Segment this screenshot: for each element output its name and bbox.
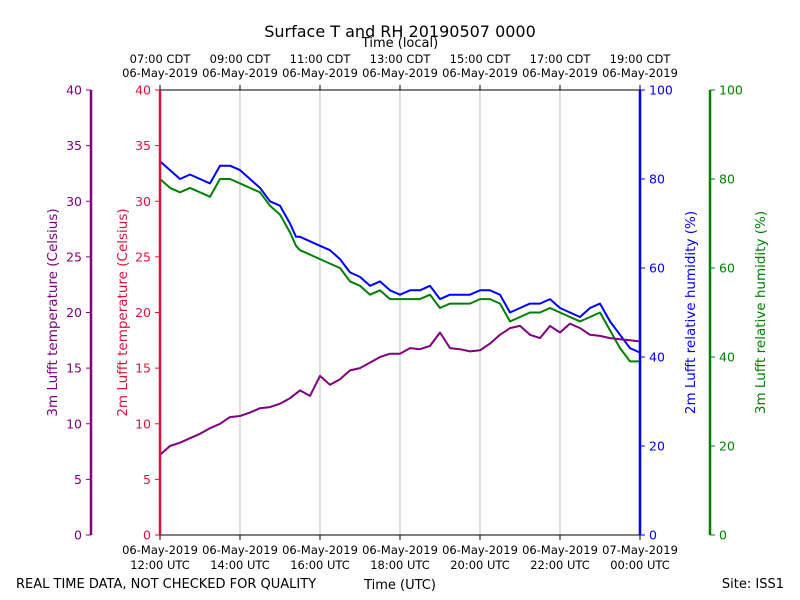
y-tick-label-t2m: 0	[143, 528, 151, 543]
site-label: Site: ISS1	[722, 577, 784, 592]
chart-title: Surface T and RH 20190507 0000	[264, 22, 536, 41]
x-axis-label: Time (UTC)	[363, 578, 436, 593]
y-tick-label-t2m: 5	[143, 472, 151, 487]
x-tick-date-bottom: 06-May-2019	[442, 543, 518, 557]
y-tick-label-rh3m: 20	[719, 439, 735, 454]
y-tick-label-t3m: 20	[66, 305, 82, 320]
x-tick-date-top: 06-May-2019	[362, 66, 438, 80]
y-axis-label-t2m: 2m Lufft temperature (Celsius)	[115, 208, 131, 416]
y-tick-label-rh2m: 60	[649, 261, 665, 276]
y-tick-label-t3m: 0	[74, 528, 82, 543]
x-tick-time-top: 15:00 CDT	[450, 52, 512, 66]
x-tick-date-top: 06-May-2019	[442, 66, 518, 80]
y-axis-label-t3m: 3m Lufft temperature (Celsius)	[45, 208, 61, 416]
y-tick-label-t2m: 20	[135, 305, 151, 320]
series-line-rh2m	[159, 160, 641, 354]
y-tick-label-t3m: 15	[66, 361, 82, 376]
series-lines	[159, 160, 641, 456]
y-tick-label-rh2m: 80	[649, 172, 665, 187]
y-tick-label-t3m: 25	[66, 249, 82, 264]
y-tick-label-t2m: 10	[135, 416, 151, 431]
top-axis-label: Time (local)	[361, 36, 438, 51]
x-tick-date-bottom: 06-May-2019	[282, 543, 358, 557]
x-tick-time-top: 19:00 CDT	[610, 52, 672, 66]
y-tick-label-rh2m: 40	[649, 350, 665, 365]
y-tick-label-t3m: 5	[74, 472, 82, 487]
y-tick-label-t2m: 25	[135, 249, 151, 264]
y-tick-label-rh3m: 60	[719, 261, 735, 276]
x-tick-date-bottom: 07-May-2019	[602, 543, 678, 557]
x-tick-date-bottom: 06-May-2019	[202, 543, 278, 557]
y-tick-label-rh3m: 0	[719, 528, 727, 543]
y-tick-label-t3m: 10	[66, 416, 82, 431]
x-tick-time-bottom: 18:00 UTC	[370, 558, 430, 572]
x-tick-time-top: 17:00 CDT	[530, 52, 592, 66]
y-tick-label-rh3m: 40	[719, 350, 735, 365]
y-tick-label-rh2m: 100	[649, 83, 673, 98]
x-tick-time-bottom: 16:00 UTC	[290, 558, 350, 572]
x-tick-time-top: 13:00 CDT	[370, 52, 432, 66]
x-tick-date-top: 06-May-2019	[282, 66, 358, 80]
y-tick-label-rh3m: 100	[719, 83, 743, 98]
y-tick-label-t2m: 30	[135, 194, 151, 209]
series-line-rh3m	[159, 178, 640, 363]
y-axis-t3m: 0 5 10 15 20 25 30 35 40 3m Lufft temperature (Ce…	[45, 83, 93, 543]
x-tick-date-bottom: 06-May-2019	[122, 543, 198, 557]
x-tick-time-bottom: 20:00 UTC	[450, 558, 510, 572]
x-tick-date-top: 06-May-2019	[122, 66, 198, 80]
y-tick-label-t3m: 40	[66, 83, 82, 98]
y-tick-label-t2m: 15	[135, 361, 151, 376]
y-axis-t2m: 0 5 10 15 20 25 30 35 40 2m Lufft temperature (Ce…	[115, 83, 162, 543]
x-tick-date-bottom: 06-May-2019	[522, 543, 598, 557]
y-axis-rh2m: 0 20 40 60 80 100 2m Lufft relative humidity (…	[638, 83, 699, 543]
x-tick-date-top: 06-May-2019	[602, 66, 678, 80]
x-tick-date-top: 06-May-2019	[202, 66, 278, 80]
y-tick-label-rh3m: 80	[719, 172, 735, 187]
x-tick-time-bottom: 14:00 UTC	[210, 558, 270, 572]
y-tick-label-rh2m: 0	[649, 528, 657, 543]
x-tick-date-bottom: 06-May-2019	[362, 543, 438, 557]
x-tick-time-top: 11:00 CDT	[290, 52, 352, 66]
y-axis-rh3m: 0 20 40 60 80 100 3m Lufft relative humidity (…	[708, 83, 769, 543]
x-tick-time-bottom: 00:00 UTC	[610, 558, 670, 572]
x-tick-time-bottom: 12:00 UTC	[130, 558, 190, 572]
y-tick-label-t3m: 30	[66, 194, 82, 209]
x-tick-time-top: 09:00 CDT	[210, 52, 272, 66]
y-tick-label-t2m: 40	[135, 83, 151, 98]
y-tick-label-rh2m: 20	[649, 439, 665, 454]
quality-disclaimer: REAL TIME DATA, NOT CHECKED FOR QUALITY	[16, 577, 316, 592]
series-line-t3m	[159, 322, 641, 456]
y-axis-label-rh2m: 2m Lufft relative humidity (%)	[683, 211, 699, 414]
axes: 0 5 10 15 20 25 30 35 40 3m Lufft temperature (Ce…	[45, 83, 769, 543]
x-tick-date-top: 06-May-2019	[522, 66, 598, 80]
y-tick-label-t2m: 35	[135, 138, 151, 153]
y-tick-label-t3m: 35	[66, 138, 82, 153]
x-tick-time-top: 07:00 CDT	[130, 52, 192, 66]
y-axis-label-rh3m: 3m Lufft relative humidity (%)	[753, 211, 769, 414]
x-tick-time-bottom: 22:00 UTC	[530, 558, 590, 572]
